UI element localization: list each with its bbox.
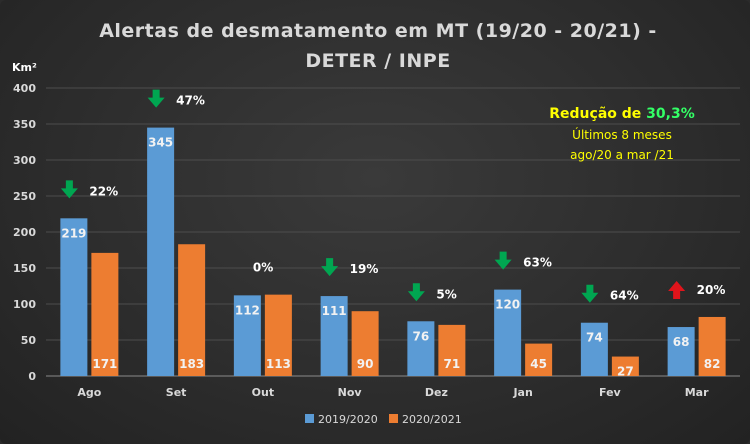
bar-2019-2020-dez bbox=[407, 321, 435, 376]
legend-label-2019-2020: 2019/2020 bbox=[318, 413, 378, 426]
y-tick-label-0: 0 bbox=[28, 370, 36, 383]
x-tick-label-jan: Jan bbox=[512, 386, 532, 399]
legend: 2019/2020 2020/2021 bbox=[305, 413, 462, 426]
y-tick-label-250: 250 bbox=[13, 190, 36, 203]
x-tick-label-nov: Nov bbox=[338, 386, 363, 399]
data-label-2020-2021-dez: 71 bbox=[444, 357, 461, 371]
change-indicators: 22% 47% 0% 19% 5% 63% 64% 20% bbox=[60, 89, 726, 303]
chart-title-line2: DETER / INPE bbox=[305, 50, 450, 72]
bar-2019-2020-jan bbox=[494, 289, 522, 376]
down-arrow-icon-set bbox=[147, 89, 165, 108]
data-label-2019-2020-out: 112 bbox=[235, 303, 260, 317]
change-percent-fev: 64% bbox=[610, 289, 639, 303]
y-tick-label-150: 150 bbox=[13, 262, 36, 275]
bar-2020-2021-ago bbox=[91, 252, 119, 376]
data-label-2019-2020-ago: 219 bbox=[61, 226, 86, 240]
change-percent-set: 47% bbox=[176, 94, 205, 108]
data-label-2019-2020-nov: 111 bbox=[322, 304, 347, 318]
data-label-2020-2021-fev: 27 bbox=[617, 365, 634, 379]
down-arrow-icon-ago bbox=[60, 180, 78, 199]
bar-2019-2020-nov bbox=[320, 296, 348, 376]
legend-swatch-2020-2021 bbox=[389, 414, 398, 423]
bar-2019-2020-fev bbox=[580, 322, 608, 376]
bar-2019-2020-ago bbox=[60, 218, 88, 376]
y-tick-label-100: 100 bbox=[13, 298, 36, 311]
down-arrow-icon-nov bbox=[321, 258, 339, 277]
y-axis-unit-label: Km² bbox=[12, 61, 37, 74]
y-tick-label-350: 350 bbox=[13, 118, 36, 131]
data-label-2020-2021-set: 183 bbox=[179, 357, 204, 371]
change-percent-mar: 20% bbox=[697, 283, 726, 297]
data-label-2020-2021-out: 113 bbox=[266, 357, 291, 371]
bar-2020-2021-out bbox=[264, 294, 292, 376]
y-tick-label-300: 300 bbox=[13, 154, 36, 167]
data-label-2020-2021-ago: 171 bbox=[92, 357, 117, 371]
legend-label-2020-2021: 2020/2021 bbox=[402, 413, 462, 426]
x-tick-label-mar: Mar bbox=[685, 386, 709, 399]
change-percent-jan: 63% bbox=[523, 256, 552, 270]
y-tick-label-50: 50 bbox=[21, 334, 37, 347]
data-label-2019-2020-mar: 68 bbox=[673, 335, 690, 349]
change-percent-nov: 19% bbox=[350, 262, 379, 276]
x-tick-label-dez: Dez bbox=[425, 386, 448, 399]
bar-2020-2021-mar bbox=[698, 316, 726, 376]
x-axis-ticks: Ago Set Out Nov Dez Jan Fev Mar bbox=[77, 386, 709, 399]
annotation-period-dates: ago/20 a mar /21 bbox=[570, 148, 674, 162]
bar-2020-2021-dez bbox=[438, 324, 466, 376]
data-label-2019-2020-fev: 74 bbox=[586, 331, 603, 345]
bar-2020-2021-set bbox=[178, 244, 206, 376]
data-labels-group: 219 171 345 183 112 113 111 90 76 71 120 45 74 27 68 82 bbox=[61, 136, 720, 379]
y-tick-label-200: 200 bbox=[13, 226, 36, 239]
bar-2019-2020-out bbox=[233, 295, 261, 376]
bars-group bbox=[60, 127, 726, 376]
data-label-2020-2021-jan: 45 bbox=[530, 357, 547, 371]
bar-2019-2020-set bbox=[147, 127, 175, 376]
down-arrow-icon-dez bbox=[407, 283, 425, 302]
x-tick-label-out: Out bbox=[252, 386, 274, 399]
bar-2019-2020-mar bbox=[667, 327, 695, 376]
x-tick-label-ago: Ago bbox=[77, 386, 101, 399]
change-percent-dez: 5% bbox=[436, 287, 456, 301]
annotation-reduction-value: 30,3% bbox=[646, 106, 695, 122]
change-percent-ago: 22% bbox=[89, 184, 118, 198]
data-label-2019-2020-jan: 120 bbox=[495, 298, 520, 312]
annotation-period-months: Últimos 8 meses bbox=[572, 127, 672, 142]
bar-2020-2021-fev bbox=[611, 356, 639, 376]
bar-2020-2021-nov bbox=[351, 311, 379, 376]
legend-swatch-2019-2020 bbox=[305, 414, 314, 423]
data-label-2020-2021-nov: 90 bbox=[357, 357, 374, 371]
up-arrow-icon-mar bbox=[668, 280, 686, 299]
data-label-2019-2020-set: 345 bbox=[148, 136, 173, 150]
data-label-2020-2021-mar: 82 bbox=[704, 357, 721, 371]
data-label-2019-2020-dez: 76 bbox=[413, 329, 430, 343]
down-arrow-icon-fev bbox=[581, 284, 599, 303]
x-tick-label-set: Set bbox=[166, 386, 187, 399]
down-arrow-icon-jan bbox=[494, 251, 512, 270]
y-axis-ticks: 0 50 100 150 200 250 300 350 400 bbox=[13, 82, 36, 383]
chart-title-line1: Alertas de desmatamento em MT (19/20 - 2… bbox=[99, 20, 657, 42]
x-tick-label-fev: Fev bbox=[599, 386, 622, 399]
change-percent-out: 0% bbox=[253, 261, 273, 275]
annotation-reduction-prefix: Redução de bbox=[549, 106, 646, 122]
y-tick-label-400: 400 bbox=[13, 82, 36, 95]
annotation-reduction: Redução de 30,3% bbox=[549, 106, 694, 122]
bar-2020-2021-jan bbox=[525, 343, 553, 376]
